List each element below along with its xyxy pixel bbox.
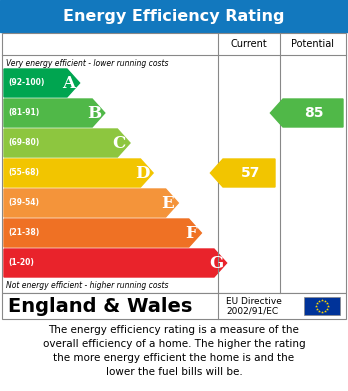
Text: Very energy efficient - lower running costs: Very energy efficient - lower running co… — [6, 59, 168, 68]
Text: F: F — [185, 224, 197, 242]
Polygon shape — [4, 249, 227, 277]
Text: (21-38): (21-38) — [8, 228, 39, 237]
Text: The energy efficiency rating is a measure of the: The energy efficiency rating is a measur… — [49, 325, 299, 335]
Text: B: B — [87, 104, 101, 122]
Bar — [0, 0, 348, 32]
Text: Current: Current — [231, 39, 267, 49]
Text: Not energy efficient - higher running costs: Not energy efficient - higher running co… — [6, 281, 168, 290]
Text: (1-20): (1-20) — [8, 258, 34, 267]
Text: overall efficiency of a home. The higher the rating: overall efficiency of a home. The higher… — [43, 339, 305, 349]
Text: E: E — [161, 194, 174, 212]
Text: lower the fuel bills will be.: lower the fuel bills will be. — [106, 367, 242, 377]
Text: the more energy efficient the home is and the: the more energy efficient the home is an… — [54, 353, 294, 363]
Text: 2002/91/EC: 2002/91/EC — [226, 307, 278, 316]
Text: Energy Efficiency Rating: Energy Efficiency Rating — [63, 9, 285, 23]
Text: (55-68): (55-68) — [8, 169, 39, 178]
Text: 85: 85 — [304, 106, 324, 120]
Polygon shape — [211, 159, 275, 187]
Text: G: G — [209, 255, 223, 271]
Bar — [2, 293, 346, 319]
Polygon shape — [4, 159, 153, 187]
Polygon shape — [4, 129, 130, 157]
Text: 57: 57 — [240, 166, 260, 180]
Polygon shape — [4, 219, 201, 247]
Text: D: D — [135, 165, 150, 181]
Text: (92-100): (92-100) — [8, 79, 45, 88]
Text: A: A — [62, 75, 76, 91]
Polygon shape — [4, 69, 80, 97]
Bar — [2, 33, 346, 293]
Text: C: C — [113, 135, 126, 151]
Polygon shape — [4, 99, 105, 127]
Polygon shape — [4, 189, 178, 217]
Text: (81-91): (81-91) — [8, 108, 39, 118]
Text: Potential: Potential — [292, 39, 334, 49]
Text: EU Directive: EU Directive — [226, 296, 282, 305]
Text: (39-54): (39-54) — [8, 199, 39, 208]
Bar — [304, 297, 340, 315]
Text: England & Wales: England & Wales — [8, 296, 192, 316]
Text: (69-80): (69-80) — [8, 138, 39, 147]
Polygon shape — [270, 99, 343, 127]
